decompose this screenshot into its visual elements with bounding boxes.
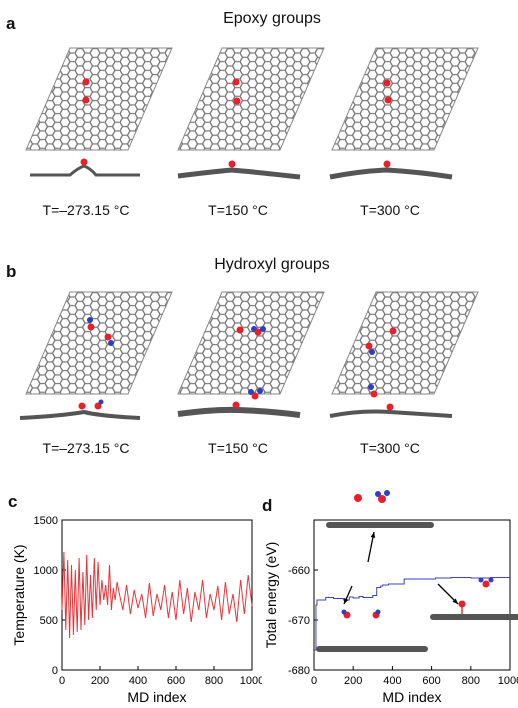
x-tick-label: 1000 xyxy=(498,675,518,687)
atom-inset xyxy=(375,609,381,615)
x-tick-label: 1000 xyxy=(240,675,262,687)
hydroxyl-side-view-3 xyxy=(329,384,453,418)
hydroxyl-lattice-2 xyxy=(177,291,325,395)
panel-letter-d: d xyxy=(262,496,273,515)
hydroxyl-side-view-2 xyxy=(177,388,301,418)
y-axis-label: Temperature (K) xyxy=(11,544,27,645)
y-tick-label: -660 xyxy=(288,565,310,577)
hydroxyl-lattice-1 xyxy=(25,291,173,395)
atom-inset xyxy=(341,609,347,615)
oxygen-atom xyxy=(384,96,392,104)
x-tick-label: 400 xyxy=(129,675,147,687)
x-tick-label: 600 xyxy=(167,675,185,687)
y-axis-label: Total energy (eV) xyxy=(263,542,279,649)
hydroxyl-temp-label-1: T=–273.15 °C xyxy=(42,440,130,456)
x-axis-label: MD index xyxy=(382,689,441,705)
hydroxyl-lattice-3 xyxy=(331,291,479,395)
epoxy-side-view-3 xyxy=(329,160,453,180)
series-line xyxy=(61,551,253,639)
temperature-chart: 0 200 400 600 800 1000 0 500 1000 1500 MD index Tem… xyxy=(11,515,262,705)
x-tick-label: 200 xyxy=(91,675,109,687)
panel-a-title: Epoxy groups xyxy=(223,10,321,27)
epoxy-side-view-2 xyxy=(177,160,301,180)
epoxy-lattice-2 xyxy=(177,47,325,151)
y-tick-label: -670 xyxy=(288,615,310,627)
y-tick-label: 500 xyxy=(40,615,58,627)
epoxy-temp-label-2: T=150 °C xyxy=(208,202,268,218)
plot-frame xyxy=(313,519,511,671)
energy-bottom-slab xyxy=(310,608,430,638)
energy-lower-slab xyxy=(316,646,428,652)
arrow-head xyxy=(452,598,458,604)
y-tick-label: 0 xyxy=(52,665,58,677)
panel-letter-c: c xyxy=(8,492,18,511)
x-axis-label: MD index xyxy=(127,689,186,705)
panel-letter-a: a xyxy=(6,14,16,33)
oxygen-atom xyxy=(82,96,90,104)
hydroxyl-temp-label-3: T=300 °C xyxy=(360,440,420,456)
y-tick-label: 1000 xyxy=(34,565,58,577)
epoxy-temp-label-3: T=300 °C xyxy=(360,202,420,218)
oxygen-atom xyxy=(232,78,240,86)
epoxy-structures xyxy=(25,47,479,180)
hydroxyl-temp-label-2: T=150 °C xyxy=(208,440,268,456)
y-tick-label: -680 xyxy=(288,665,310,677)
epoxy-side-view-1 xyxy=(30,158,140,177)
epoxy-lattice-1 xyxy=(25,47,173,151)
oxygen-atom xyxy=(82,78,90,86)
x-tick-label: 0 xyxy=(59,675,65,687)
atom-inset xyxy=(482,580,490,588)
epoxy-lattice-3 xyxy=(331,47,479,151)
panel-letter-b: b xyxy=(6,262,17,281)
x-tick-label: 800 xyxy=(462,675,480,687)
series-line xyxy=(314,577,510,651)
graphene-slab-inset xyxy=(326,522,434,528)
energy-top-inset-molecules xyxy=(354,490,390,503)
graphene-slab-inset xyxy=(430,614,518,620)
oxygen-atom xyxy=(383,79,391,87)
x-tick-label: 600 xyxy=(422,675,440,687)
hydroxyl-side-view-1 xyxy=(19,399,141,420)
atom-inset xyxy=(458,600,466,608)
energy-chart: 0 200 400 600 800 1000 -680 -670 -660 MD index Tot… xyxy=(263,519,518,705)
x-tick-label: 200 xyxy=(344,675,362,687)
arrow-head xyxy=(344,598,349,604)
x-tick-label: 800 xyxy=(205,675,223,687)
y-tick-label: 1500 xyxy=(34,515,58,527)
x-tick-label: 0 xyxy=(311,675,317,687)
arrow-head xyxy=(370,532,376,538)
oxygen-atom xyxy=(233,97,241,105)
atom-inset xyxy=(488,577,494,583)
atom-inset xyxy=(478,577,484,583)
panel-b-title: Hydroxyl groups xyxy=(214,256,330,273)
epoxy-temp-label-1: T=–273.15 °C xyxy=(42,202,130,218)
x-tick-label: 400 xyxy=(383,675,401,687)
hydroxyl-structures xyxy=(19,291,479,420)
